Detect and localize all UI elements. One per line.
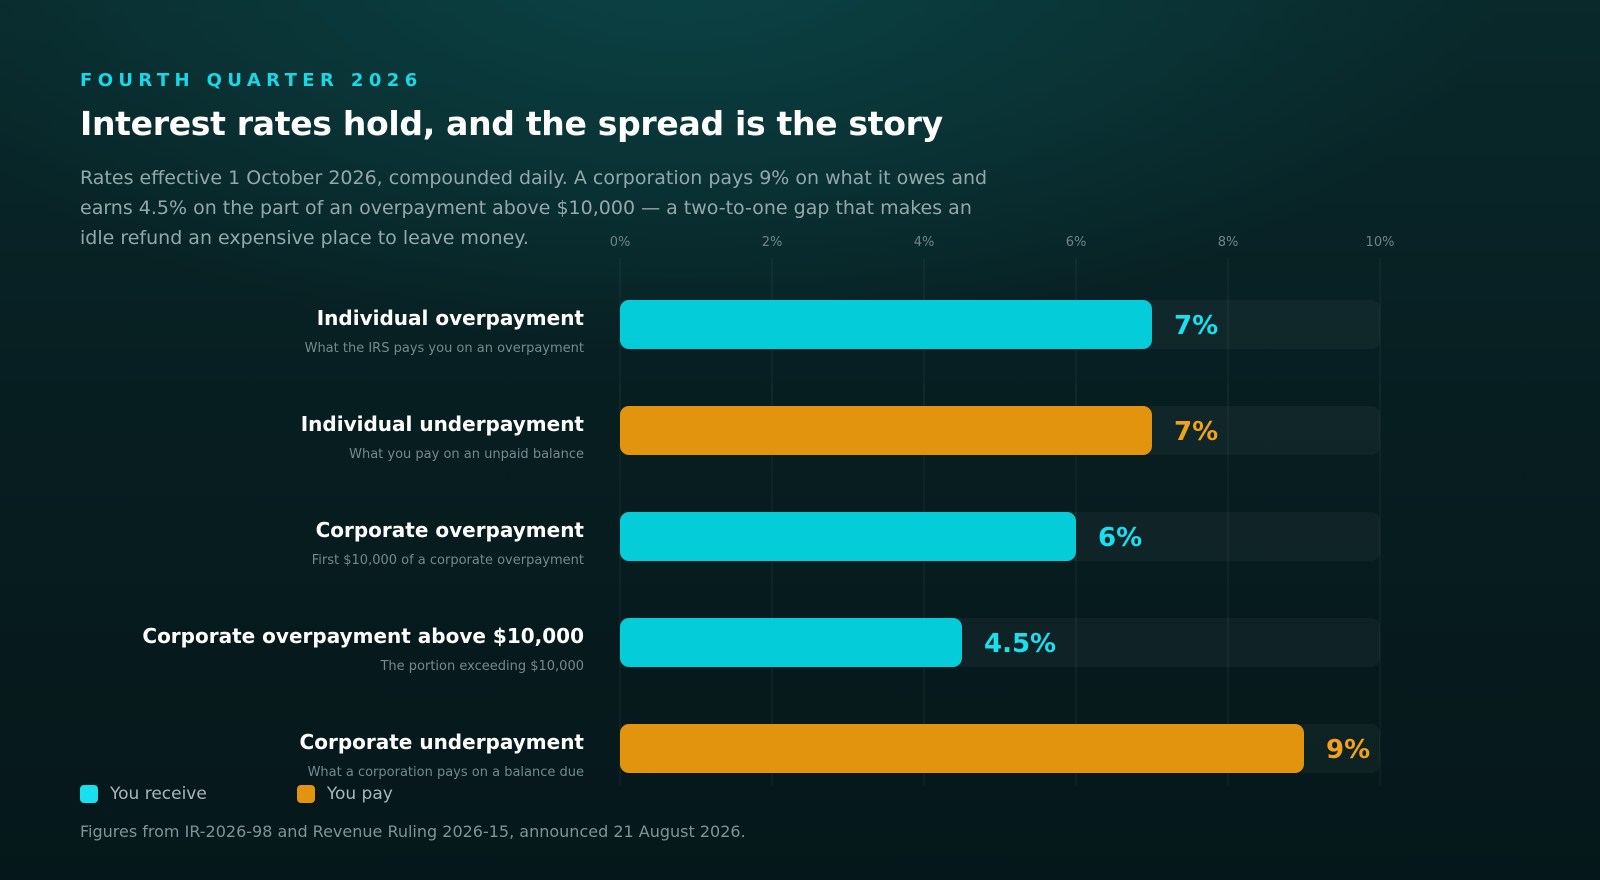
x-tick-label: 6% — [1066, 235, 1087, 250]
data-label: 4.5% — [984, 629, 1056, 659]
x-tick-label: 10% — [1366, 235, 1395, 250]
category-description: The portion exceeding $10,000 — [379, 659, 584, 674]
category-label: Corporate underpayment — [300, 730, 585, 754]
footnote: Figures from IR-2026-98 and Revenue Ruli… — [80, 822, 746, 841]
legend-swatch-receive — [80, 785, 98, 803]
x-tick-label: 0% — [610, 235, 631, 250]
data-label: 7% — [1174, 311, 1218, 341]
subtitle: Rates effective 1 October 2026, compound… — [80, 167, 988, 249]
data-label: 9% — [1326, 735, 1370, 765]
legend-item-pay: You pay — [296, 784, 393, 804]
category-label: Corporate overpayment — [316, 518, 585, 542]
legend-item-receive: You receive — [80, 784, 207, 804]
kicker: FOURTH QUARTER 2026 — [80, 70, 423, 91]
category-description: What you pay on an unpaid balance — [349, 447, 584, 462]
data-label: 7% — [1174, 417, 1218, 447]
category-description: What a corporation pays on a balance due — [308, 765, 584, 780]
bar — [620, 618, 962, 667]
legend-label-pay: You pay — [326, 784, 393, 804]
bar — [620, 512, 1076, 561]
page-title: Interest rates hold, and the spread is t… — [80, 104, 943, 143]
legend-swatch-pay — [296, 785, 315, 803]
bar — [620, 300, 1152, 349]
x-tick-label: 4% — [914, 235, 935, 250]
data-label: 6% — [1098, 523, 1142, 553]
category-description: What the IRS pays you on an overpayment — [305, 341, 584, 356]
category-description: First $10,000 of a corporate overpayment — [312, 553, 584, 568]
category-label: Individual overpayment — [317, 306, 585, 330]
legend: You receive You pay — [80, 784, 483, 804]
legend-label-receive: You receive — [110, 784, 207, 804]
bar — [620, 406, 1152, 455]
category-label: Individual underpayment — [301, 412, 585, 436]
x-tick-label: 8% — [1218, 235, 1239, 250]
x-tick-label: 2% — [762, 235, 783, 250]
bar — [620, 724, 1304, 773]
category-label: Corporate overpayment above $10,000 — [142, 624, 584, 648]
